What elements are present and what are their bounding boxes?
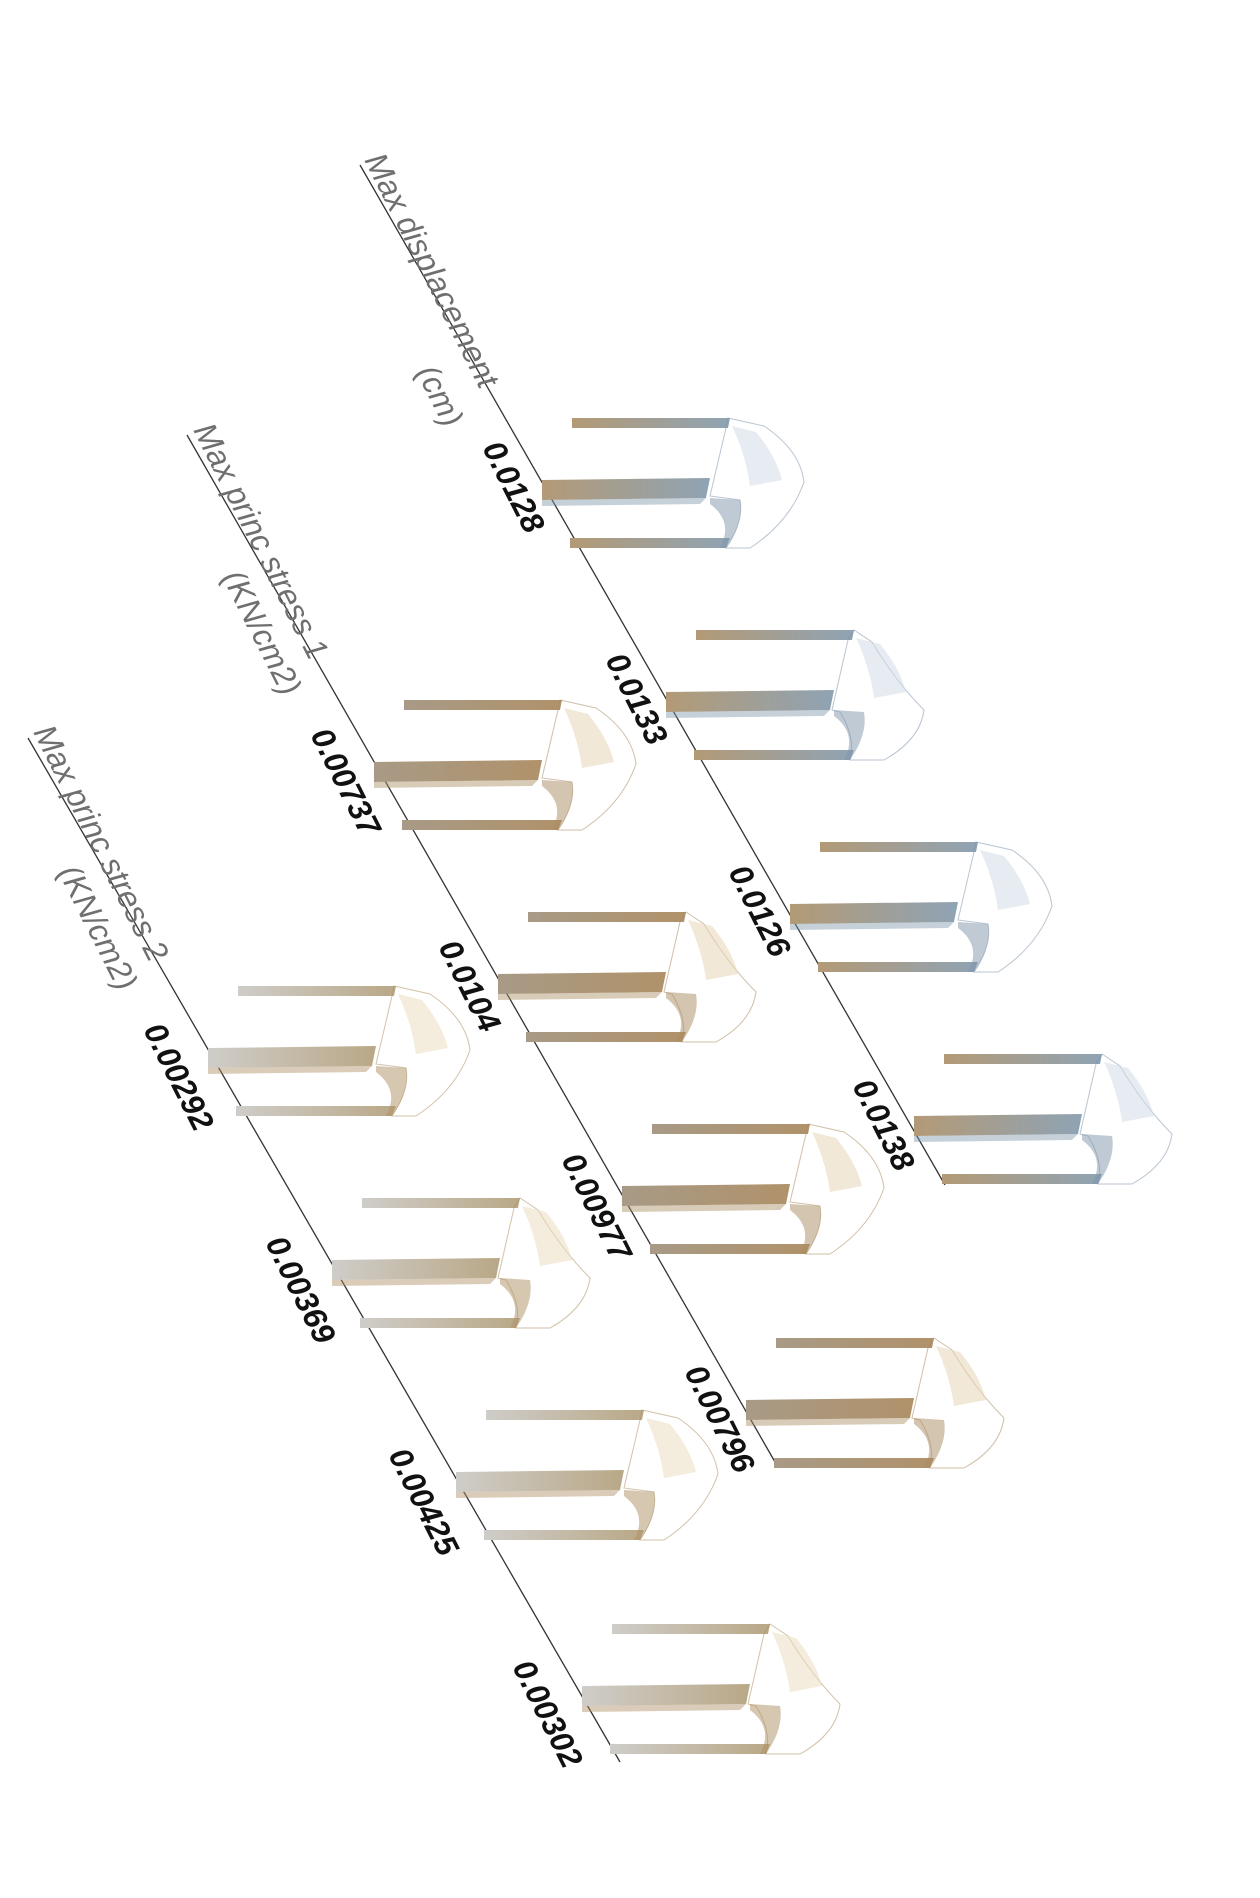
value-label: 0.0128 [476, 435, 552, 539]
row-labels: Max displacement(cm)0.0128 0.0133 0.0126 0.… [27, 147, 922, 1774]
chair-leg [694, 750, 854, 760]
chair-model [498, 911, 757, 1043]
value-label: 0.00369 [259, 1230, 343, 1350]
row-rule [27, 737, 621, 1763]
value-label: 0.00292 [137, 1017, 221, 1137]
chair-leg [582, 1684, 750, 1706]
chair-leg [456, 1470, 624, 1492]
chair-leg [570, 538, 730, 548]
row-unit: (cm) [410, 359, 471, 432]
chair-leg [362, 1198, 520, 1208]
chair-leg [650, 1244, 810, 1254]
chair-model [914, 1053, 1173, 1185]
chair-leg [542, 478, 710, 500]
row-rules [27, 164, 946, 1763]
chair-leg [610, 1744, 770, 1754]
value-label: 0.0104 [432, 934, 508, 1038]
value-label: 0.0133 [599, 647, 675, 751]
chair-leg [374, 760, 542, 782]
chair-leg [528, 912, 686, 922]
chair-leg [790, 902, 958, 924]
value-label: 0.00425 [382, 1442, 467, 1563]
chair-leg [526, 1032, 686, 1042]
chair-leg [914, 1114, 1082, 1136]
chair-leg [484, 1530, 644, 1540]
chair-leg [776, 1338, 934, 1348]
chair-model [208, 985, 471, 1117]
chair-leg [360, 1318, 520, 1328]
chair-leg [612, 1624, 770, 1634]
chair-leg [746, 1398, 914, 1420]
chair-leg [236, 1106, 396, 1116]
chair-leg [486, 1410, 644, 1420]
row-header: Max displacement [358, 147, 507, 394]
chair-model [790, 841, 1053, 973]
chair-leg [652, 1124, 810, 1134]
chair-leg [944, 1054, 1102, 1064]
chair-leg [774, 1458, 934, 1468]
chair-leg [572, 418, 730, 428]
value-label: 0.0126 [722, 859, 798, 963]
chair-leg [498, 972, 666, 994]
chair-leg [402, 820, 562, 830]
chair-model [666, 629, 925, 761]
chair-leg [208, 1046, 376, 1068]
row-rule [359, 164, 946, 1186]
chair-model [746, 1337, 1005, 1469]
chair-leg [820, 842, 978, 852]
chair-model [542, 417, 805, 549]
chair-leg [818, 962, 978, 972]
value-label: 0.00302 [506, 1654, 590, 1774]
chair-leg [622, 1184, 790, 1206]
chair-model [374, 699, 637, 831]
chair-leg [238, 986, 396, 996]
chair-model [582, 1623, 841, 1755]
chair-model [456, 1409, 719, 1541]
row-rule [186, 434, 776, 1463]
chair-leg [332, 1258, 500, 1280]
chair-leg [942, 1174, 1102, 1184]
chair-leg [696, 630, 854, 640]
chair-models [208, 417, 1173, 1755]
chair-leg [666, 690, 834, 712]
chair-leg [404, 700, 562, 710]
chair-model [332, 1197, 591, 1329]
chair-model [622, 1123, 885, 1255]
